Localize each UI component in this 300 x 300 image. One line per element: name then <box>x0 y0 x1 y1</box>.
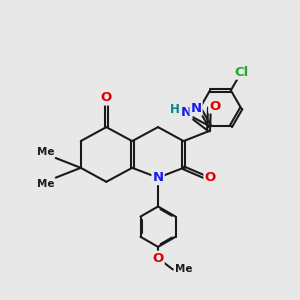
Text: Cl: Cl <box>235 66 249 79</box>
Text: N: N <box>190 102 202 115</box>
Text: Me: Me <box>37 146 54 157</box>
Text: O: O <box>101 92 112 104</box>
Text: Me: Me <box>37 179 54 189</box>
Text: Me: Me <box>175 265 193 275</box>
Text: O: O <box>209 100 220 112</box>
Text: N: N <box>180 106 191 119</box>
Text: O: O <box>204 171 216 184</box>
Text: H: H <box>170 103 180 116</box>
Text: N: N <box>152 171 164 184</box>
Text: O: O <box>152 252 164 265</box>
